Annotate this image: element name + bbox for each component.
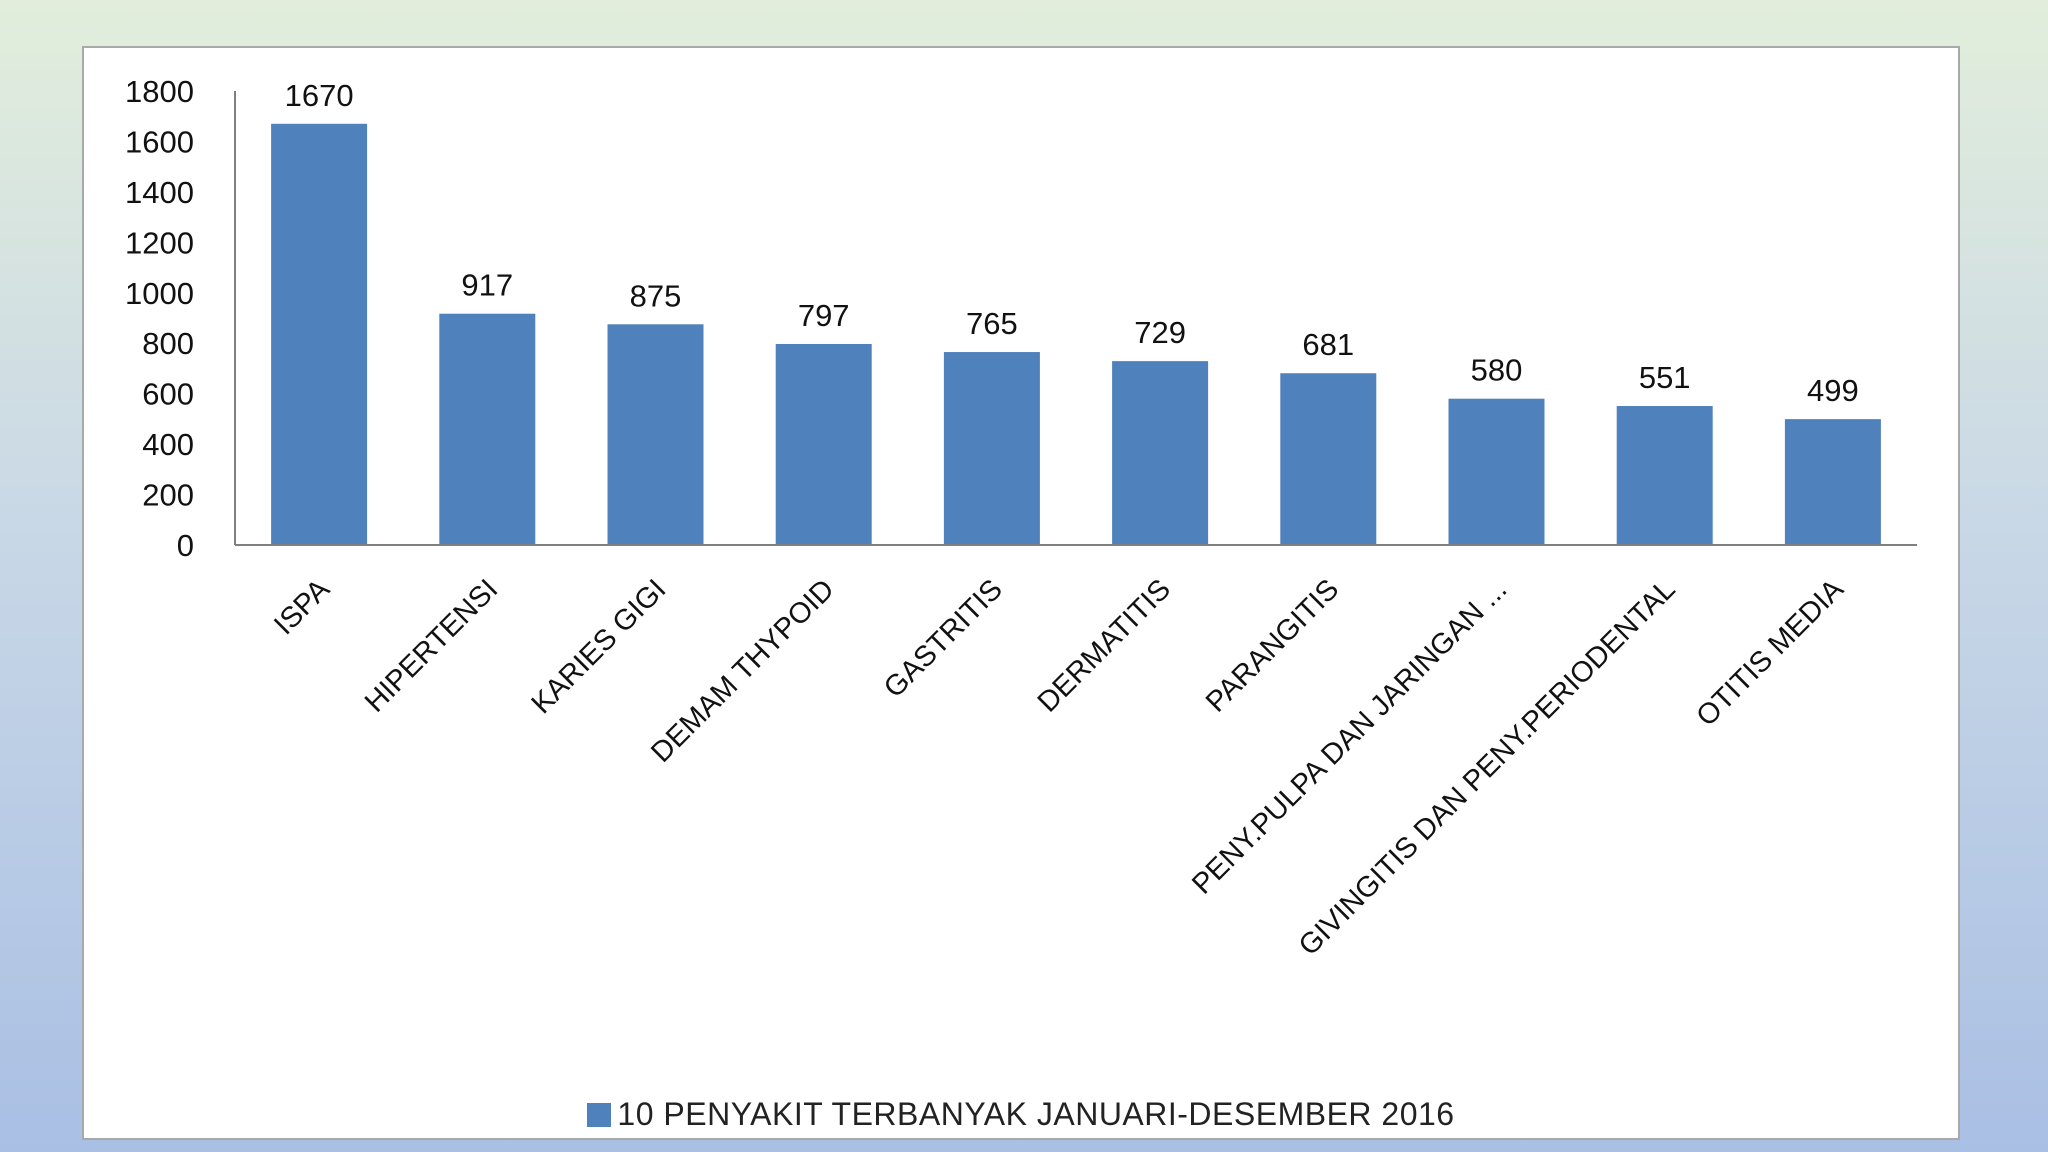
y-axis: 0 200 400 600 800 1000 1200 1400 1600 1800 [125,74,236,563]
bar [1616,406,1713,545]
data-label: 580 [1471,353,1523,388]
data-label: 681 [1302,327,1354,362]
x-tick-label: DERMATITIS [1032,573,1177,718]
bars [271,123,1881,546]
y-tick-label: 1200 [125,225,194,260]
bar [607,324,704,545]
bar [271,123,368,546]
bar [1448,398,1545,545]
x-tick-label: KARIES GIGI [526,573,673,720]
bar [1112,361,1209,545]
x-tick-label: GIVINGITIS DAN PENY.PERIODENTAL [1293,573,1682,962]
bar [943,352,1040,545]
data-label: 499 [1807,373,1859,408]
y-tick-label: 1600 [125,124,194,159]
y-tick-label: 1800 [125,74,194,109]
x-tick-label: GASTRITIS [878,573,1009,704]
bar [439,313,536,545]
y-tick-label: 1400 [125,175,194,210]
legend: 10 PENYAKIT TERBANYAK JANUARI-DESEMBER 2… [84,1096,1958,1133]
y-tick-label: 600 [142,377,194,412]
bar-chart: 0 200 400 600 800 1000 1200 1400 1600 1800 1670 91… [125,74,1917,962]
legend-swatch [587,1103,612,1127]
bar [1784,419,1881,545]
bar [775,343,872,545]
x-tick-label: HIPERTENSI [359,573,504,718]
y-tick-label: 0 [177,528,194,563]
data-label: 917 [461,268,513,303]
x-tick-label: PARANGITIS [1200,573,1345,718]
data-label: 765 [966,306,1018,341]
legend-label: 10 PENYAKIT TERBANYAK JANUARI-DESEMBER 2… [617,1096,1455,1132]
x-tick-label: OTITIS MEDIA [1691,573,1851,733]
data-labels: 1670 917 875 797 765 729 681 580 551 499 [285,78,1859,408]
y-tick-label: 800 [142,326,194,361]
x-tick-label: ISPA [268,573,336,641]
data-label: 875 [630,278,682,313]
data-label: 729 [1134,315,1186,350]
data-label: 797 [798,298,850,333]
x-tick-label: DEMAM THYPOID [645,573,840,768]
y-tick-label: 200 [142,478,194,513]
data-label: 551 [1639,360,1691,395]
y-tick-label: 400 [142,427,194,462]
data-label: 1670 [285,78,354,113]
bar [1280,373,1377,545]
chart-panel: 0 200 400 600 800 1000 1200 1400 1600 1800 1670 91… [82,46,1960,1140]
y-tick-label: 1000 [125,276,194,311]
x-tick-label: PENY.PULPA DAN JARINGAN ... [1186,573,1513,900]
